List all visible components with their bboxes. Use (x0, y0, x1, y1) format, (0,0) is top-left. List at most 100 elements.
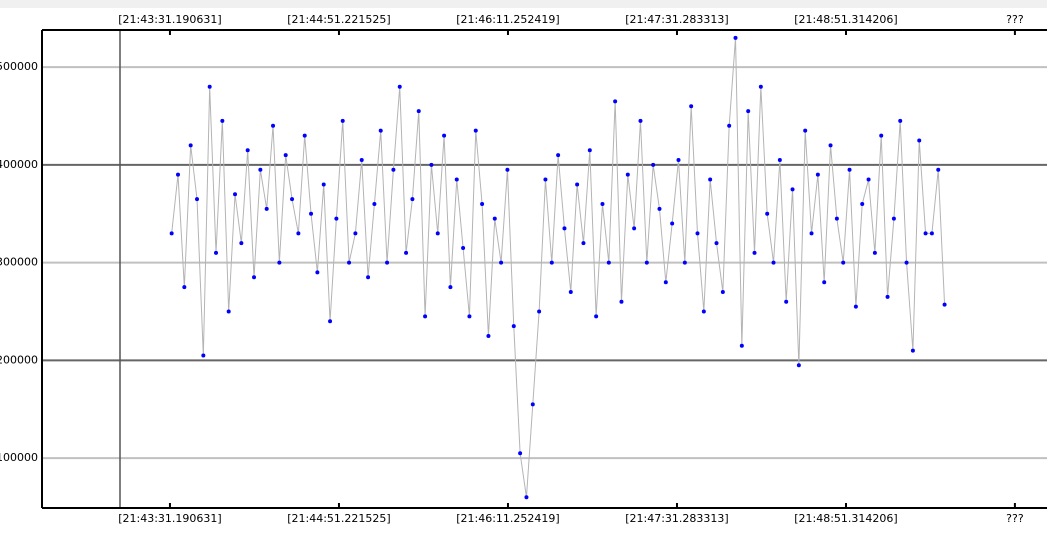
data-point (505, 167, 510, 172)
data-point (917, 138, 922, 143)
data-point (568, 289, 573, 294)
data-point (898, 118, 903, 123)
data-point (480, 201, 485, 206)
data-point (492, 216, 497, 221)
data-point (461, 245, 466, 250)
data-point (594, 314, 599, 319)
data-point (530, 402, 535, 407)
data-point (226, 309, 231, 314)
data-point (891, 216, 896, 221)
data-point (252, 275, 257, 280)
y-tick-label: 500000 (0, 60, 38, 73)
data-point (904, 260, 909, 265)
data-point (708, 177, 713, 182)
data-point (467, 314, 472, 319)
data-point (404, 250, 409, 255)
data-point (511, 324, 516, 329)
data-point (910, 348, 915, 353)
data-point (885, 294, 890, 299)
y-tick-label: 200000 (0, 353, 38, 366)
data-point (378, 128, 383, 133)
x-tick-label: [21:48:51.314206] (794, 512, 897, 525)
data-point (169, 231, 174, 236)
data-point (207, 84, 212, 89)
x-tick-label-top: [21:43:31.190631] (118, 13, 221, 26)
data-point (701, 309, 706, 314)
data-point (328, 319, 333, 324)
data-point (860, 201, 865, 206)
data-point (746, 109, 751, 114)
data-point (752, 250, 757, 255)
x-tick-label-top: ??? (1006, 13, 1024, 26)
data-point (442, 133, 447, 138)
data-point (315, 270, 320, 275)
data-point (682, 260, 687, 265)
data-point (714, 241, 719, 246)
data-point (796, 363, 801, 368)
data-point (302, 133, 307, 138)
data-point (543, 177, 548, 182)
data-point (391, 167, 396, 172)
data-point (613, 99, 618, 104)
data-point (473, 128, 478, 133)
data-point (771, 260, 776, 265)
data-point (581, 241, 586, 246)
data-point (879, 133, 884, 138)
data-point (758, 84, 763, 89)
data-point (651, 162, 656, 167)
data-point (290, 197, 295, 202)
data-point (359, 158, 364, 163)
data-point (866, 177, 871, 182)
data-point (296, 231, 301, 236)
data-point (853, 304, 858, 309)
data-point (644, 260, 649, 265)
data-point (803, 128, 808, 133)
top-strip (0, 0, 1047, 8)
data-point (695, 231, 700, 236)
data-point (765, 211, 770, 216)
data-point (448, 285, 453, 290)
data-point (942, 302, 947, 307)
data-point (815, 172, 820, 177)
x-tick-label: [21:43:31.190631] (118, 512, 221, 525)
data-point (271, 123, 276, 128)
data-point (182, 285, 187, 290)
data-point (657, 206, 662, 211)
data-point (733, 35, 738, 40)
data-point (340, 118, 345, 123)
x-tick-label-top: [21:46:11.252419] (456, 13, 559, 26)
data-point (638, 118, 643, 123)
data-point (410, 197, 415, 202)
data-point (201, 353, 206, 358)
data-point (606, 260, 611, 265)
data-point (239, 241, 244, 246)
data-point (423, 314, 428, 319)
data-point (872, 250, 877, 255)
data-point (372, 201, 377, 206)
data-point (416, 109, 421, 114)
data-point (264, 206, 269, 211)
x-tick-label-top: [21:44:51.221525] (287, 13, 390, 26)
x-tick-label-top: [21:48:51.314206] (794, 13, 897, 26)
data-point (562, 226, 567, 231)
data-point (777, 158, 782, 163)
data-point (214, 250, 219, 255)
data-point (670, 221, 675, 226)
data-point (784, 299, 789, 304)
x-tick-label: ??? (1006, 512, 1024, 525)
data-point (619, 299, 624, 304)
data-point (499, 260, 504, 265)
data-point (720, 289, 725, 294)
data-point (353, 231, 358, 236)
y-tick-label: 400000 (0, 158, 38, 171)
data-point (822, 280, 827, 285)
data-point (809, 231, 814, 236)
data-point (625, 172, 630, 177)
data-point (195, 197, 200, 202)
data-point (385, 260, 390, 265)
data-point (334, 216, 339, 221)
data-point (435, 231, 440, 236)
data-point (841, 260, 846, 265)
